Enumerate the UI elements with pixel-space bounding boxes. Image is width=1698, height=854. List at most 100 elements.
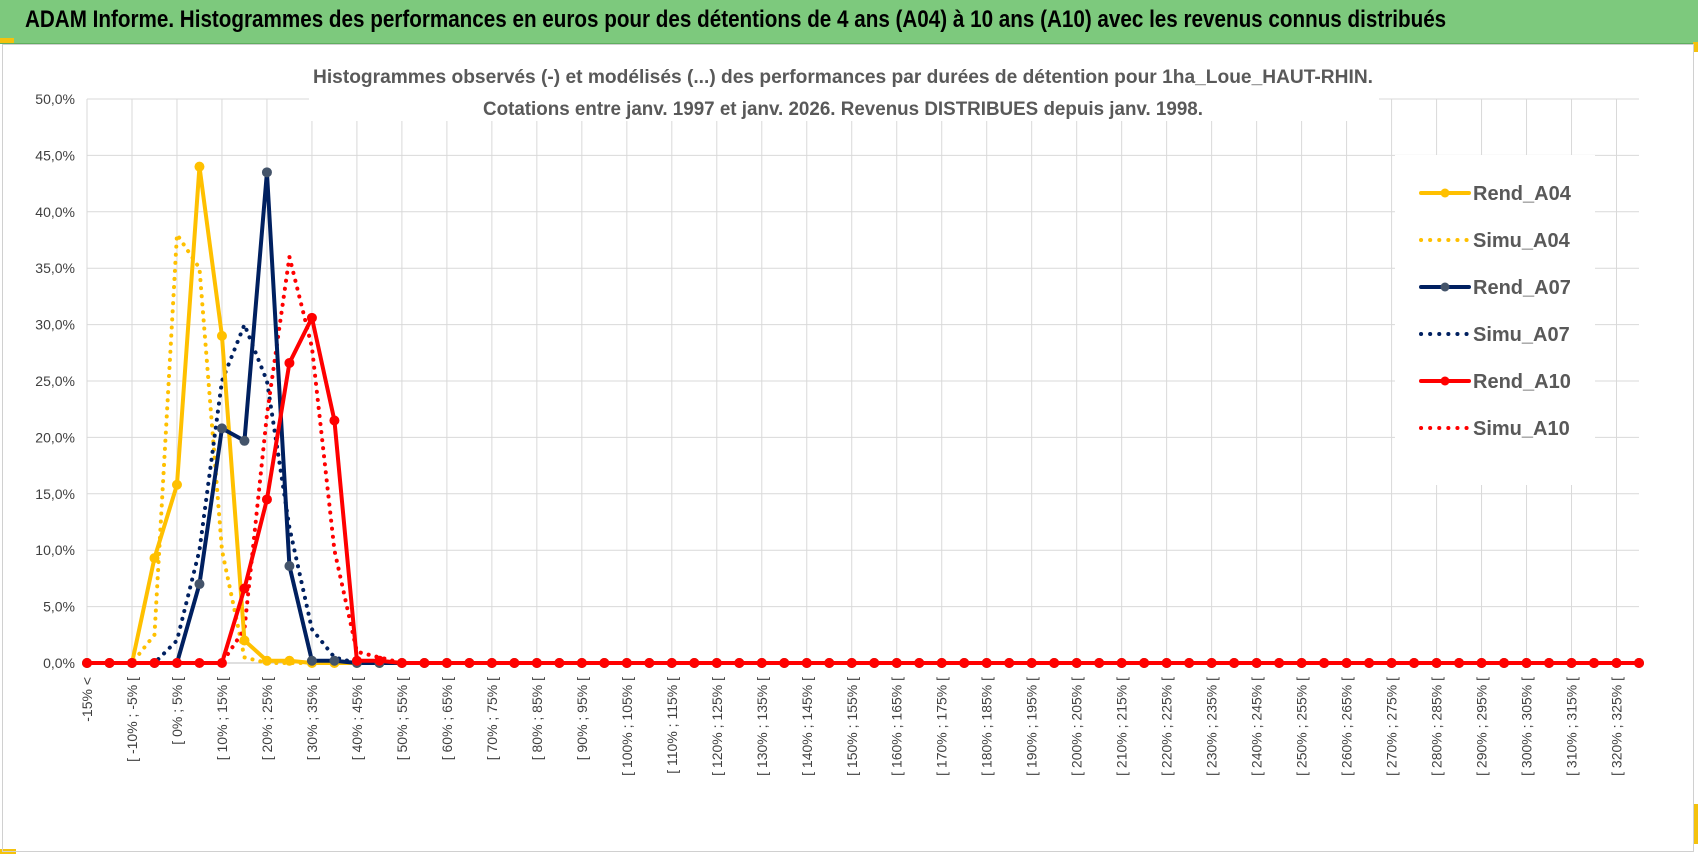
data-point [306,655,317,666]
data-point [194,658,205,668]
data-point [306,312,317,323]
data-point [1454,658,1465,668]
legend-marker [1440,188,1450,198]
x-tick-label: [ 260% ; 265% [ [1339,677,1355,776]
data-point [1229,658,1240,668]
legend-label: Simu_A07 [1473,324,1570,346]
x-tick-label: [ 70% ; 75% [ [484,677,500,760]
x-tick-label: [ 160% ; 165% [ [889,677,905,776]
x-tick-label: [ 0% ; 5% [ [169,677,185,745]
data-point [284,357,295,368]
legend-marker [1440,282,1450,292]
data-point [1431,658,1442,668]
data-point [981,658,992,668]
data-point [1544,658,1555,668]
legend-label: Rend_A10 [1473,371,1571,393]
data-point [464,658,475,668]
data-point [104,658,115,668]
data-point [531,658,542,668]
x-tick-label: [ 270% ; 275% [ [1384,677,1400,776]
data-point [329,655,340,666]
data-point [1476,658,1487,668]
corner-marker-top-right [1693,42,1698,52]
data-point [284,655,295,666]
x-tick-label: [ 300% ; 305% [ [1519,677,1535,776]
data-point [1251,658,1262,668]
data-point [1071,658,1082,668]
x-tick-label: [ 170% ; 175% [ [934,677,950,776]
data-point [216,330,227,341]
y-tick-label: 30,0% [35,317,75,333]
x-tick-label: [ 240% ; 245% [ [1249,677,1265,776]
y-tick-label: 40,0% [35,204,75,220]
data-point [1611,658,1622,668]
data-point [239,635,250,646]
data-point [689,658,700,668]
data-point [239,435,250,446]
data-point [216,423,227,434]
x-tick-label: [ 40% ; 45% [ [349,677,365,760]
data-point [1004,658,1015,668]
data-point [1274,658,1285,668]
x-tick-label: [ 80% ; 85% [ [529,677,545,760]
x-tick-label: [ 130% ; 135% [ [754,677,770,776]
data-point [1566,658,1577,668]
data-point [509,658,520,668]
data-point [126,658,137,668]
data-point [959,658,970,668]
x-tick-label: [ 190% ; 195% [ [1024,677,1040,776]
data-point [1026,658,1037,668]
data-point [1296,658,1307,668]
data-point [329,415,340,426]
data-point [779,658,790,668]
data-point [644,658,655,668]
legend-label: Rend_A04 [1473,183,1572,205]
data-point [756,658,767,668]
x-tick-label: [ 180% ; 185% [ [979,677,995,776]
data-point [1589,658,1600,668]
legend-label: Simu_A04 [1473,230,1571,252]
data-point [351,655,362,666]
data-point [1184,658,1195,668]
title-background [309,61,1379,121]
y-tick-label: 0,0% [43,655,75,671]
line-chart: 0,0% 5,0% 10,0% 15,0% 20,0% 25,0% 30,0% 35,0% 40… [35,61,1644,776]
data-point [149,553,160,564]
data-point [891,658,902,668]
x-tick-label: [ 20% ; 25% [ [259,677,275,760]
x-tick-label: [ 120% ; 125% [ [709,677,725,776]
data-point [576,658,587,668]
x-tick-label: [ 200% ; 205% [ [1069,677,1085,776]
data-point [914,658,925,668]
x-tick-label: [ 220% ; 225% [ [1159,677,1175,776]
data-point [1206,658,1217,668]
data-point [1364,658,1375,668]
data-point [261,167,272,178]
data-point [1116,658,1127,668]
data-point [824,658,835,668]
x-tick-label: [ 280% ; 285% [ [1429,677,1445,776]
data-point [846,658,857,668]
x-tick-label: [ 60% ; 65% [ [439,677,455,760]
data-point [216,658,227,668]
y-tick-label: 25,0% [35,373,75,389]
data-point [734,658,745,668]
x-tick-label: [ 50% ; 55% [ [394,677,410,760]
data-point [171,479,182,490]
data-point [194,161,205,172]
data-point [1499,658,1510,668]
data-point [1409,658,1420,668]
data-point [1634,658,1644,668]
y-tick-label: 50,0% [35,91,75,107]
x-tick-label: [ 250% ; 255% [ [1294,677,1310,776]
x-tick-label: [ 290% ; 295% [ [1474,677,1490,776]
data-point [171,658,182,668]
x-tick-label: [ 10% ; 15% [ [214,677,230,760]
data-point [621,658,632,668]
legend-label: Simu_A10 [1473,418,1570,440]
y-tick-label: 5,0% [43,599,75,615]
y-tick-label: 35,0% [35,260,75,276]
data-point [1139,658,1150,668]
data-point [801,658,812,668]
data-point [666,658,677,668]
